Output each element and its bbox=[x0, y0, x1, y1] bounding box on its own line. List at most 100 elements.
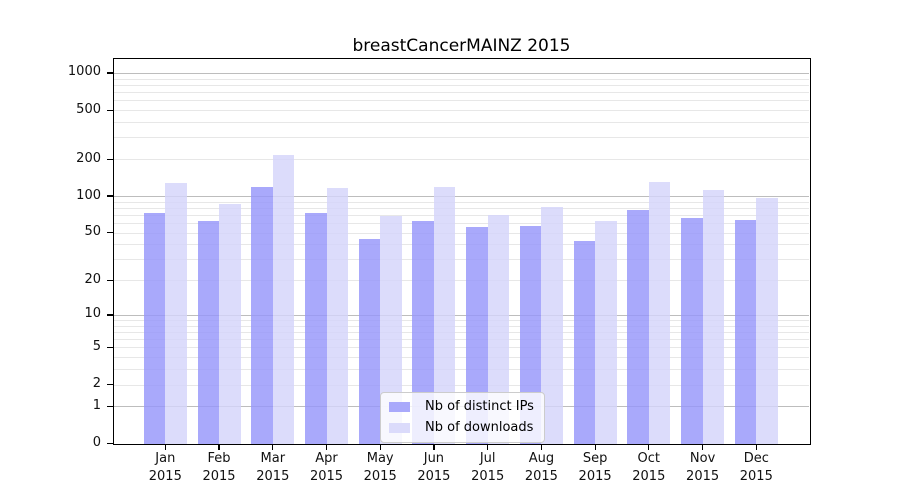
x-axis-label-jun: Jun 2015 bbox=[417, 451, 451, 484]
gridline-minor bbox=[114, 332, 809, 333]
y-axis-tick bbox=[106, 232, 113, 234]
bar-nov-distinct-ips bbox=[681, 218, 703, 444]
gridline-minor bbox=[114, 259, 809, 261]
bar-jun-downloads bbox=[433, 187, 456, 444]
bar-aug-downloads bbox=[541, 207, 563, 444]
x-axis-tick bbox=[379, 445, 381, 450]
x-axis-label-jan: Jan 2015 bbox=[148, 451, 182, 484]
y-axis-label: 100 bbox=[76, 187, 101, 203]
legend-swatch-distinct-ips bbox=[389, 401, 410, 412]
gridline-major bbox=[114, 314, 809, 316]
y-axis-label: 200 bbox=[76, 150, 101, 166]
gridline-minor bbox=[114, 357, 809, 359]
gridline-minor bbox=[114, 214, 809, 216]
y-axis-tick bbox=[106, 405, 113, 407]
chart-title: breastCancerMAINZ 2015 bbox=[352, 36, 571, 56]
x-axis-tick bbox=[755, 445, 757, 450]
x-axis-label-nov: Nov 2015 bbox=[686, 451, 720, 484]
bar-jan-downloads bbox=[165, 182, 187, 444]
y-axis-tick bbox=[106, 346, 113, 349]
bar-sep-downloads bbox=[595, 221, 617, 444]
x-axis-label-feb: Feb 2015 bbox=[202, 451, 236, 484]
x-axis-tick bbox=[325, 445, 328, 450]
y-axis-label: 500 bbox=[76, 101, 101, 117]
gridline-minor bbox=[114, 207, 809, 209]
gridline-major bbox=[114, 196, 809, 197]
bar-dec-distinct-ips bbox=[734, 219, 757, 444]
gridline-minor bbox=[114, 201, 809, 203]
gridline-minor bbox=[114, 369, 809, 371]
bar-dec-downloads bbox=[756, 197, 778, 444]
bar-aug-distinct-ips bbox=[519, 225, 542, 444]
bar-mar-distinct-ips bbox=[251, 187, 273, 444]
y-axis-label: 0 bbox=[92, 435, 101, 450]
y-axis-label: 2 bbox=[92, 376, 101, 392]
gridline-minor bbox=[114, 384, 809, 386]
gridline-minor bbox=[114, 159, 809, 161]
bar-jun-distinct-ips bbox=[412, 221, 434, 444]
legend-item-downloads: Nb of downloads bbox=[389, 419, 534, 436]
y-axis-tick bbox=[106, 158, 113, 160]
x-axis-label-dec: Dec 2015 bbox=[739, 451, 773, 484]
legend-label-downloads: Nb of downloads bbox=[425, 420, 534, 435]
gridline-minor bbox=[114, 137, 809, 139]
x-axis-tick bbox=[594, 445, 596, 450]
y-axis-label: 10 bbox=[84, 306, 101, 322]
legend: Nb of distinct IPs Nb of downloads bbox=[380, 392, 545, 443]
gridline-minor bbox=[114, 84, 809, 86]
y-axis-tick bbox=[106, 314, 113, 316]
gridline-minor bbox=[114, 347, 809, 349]
gridline-minor bbox=[114, 122, 809, 123]
x-axis-tick bbox=[487, 445, 489, 450]
y-axis-label: 50 bbox=[84, 224, 101, 240]
bar-jul-downloads bbox=[487, 214, 510, 444]
x-axis-tick bbox=[648, 445, 650, 450]
bar-jul-distinct-ips bbox=[466, 226, 488, 444]
x-axis-label-jul: Jul 2015 bbox=[471, 451, 505, 484]
y-axis-label: 5 bbox=[92, 338, 101, 354]
gridline-minor bbox=[114, 280, 809, 282]
gridline-minor bbox=[114, 223, 809, 224]
x-axis-tick bbox=[272, 445, 274, 450]
x-axis-label-oct: Oct 2015 bbox=[632, 451, 666, 484]
x-axis-label-aug: Aug 2015 bbox=[524, 451, 558, 484]
x-axis-tick bbox=[433, 445, 435, 450]
gridline-minor bbox=[114, 339, 809, 341]
y-axis-tick bbox=[106, 384, 113, 386]
gridline-minor bbox=[114, 325, 809, 327]
y-axis-label: 20 bbox=[84, 271, 101, 287]
gridline-minor bbox=[114, 110, 809, 112]
legend-item-distinct-ips: Nb of distinct IPs bbox=[389, 398, 534, 415]
gridline-minor bbox=[114, 320, 809, 321]
bar-apr-downloads bbox=[326, 187, 348, 444]
gridline-minor bbox=[114, 232, 809, 234]
x-axis-tick bbox=[540, 445, 543, 450]
bar-oct-distinct-ips bbox=[627, 209, 649, 444]
y-axis-tick bbox=[106, 109, 113, 111]
bar-may-downloads bbox=[380, 215, 402, 444]
x-axis-label-may: May 2015 bbox=[363, 451, 397, 484]
x-axis-label-mar: Mar 2015 bbox=[256, 451, 290, 484]
bar-feb-downloads bbox=[219, 204, 241, 444]
legend-swatch-downloads bbox=[389, 422, 410, 433]
bar-sep-distinct-ips bbox=[573, 240, 596, 444]
plot-area bbox=[106, 57, 811, 450]
gridline-minor bbox=[114, 92, 809, 94]
x-axis-tick bbox=[702, 445, 704, 450]
y-axis-label: 1000 bbox=[67, 64, 101, 80]
gridline-minor bbox=[114, 100, 809, 102]
legend-label-distinct-ips: Nb of distinct IPs bbox=[425, 399, 534, 414]
x-axis-label-apr: Apr 2015 bbox=[309, 451, 344, 484]
bar-nov-downloads bbox=[702, 189, 725, 444]
y-axis-tick bbox=[106, 279, 113, 281]
bar-apr-distinct-ips bbox=[305, 213, 327, 444]
gridline-minor bbox=[114, 244, 809, 246]
x-axis-label-sep: Sep 2015 bbox=[578, 451, 612, 484]
y-axis-tick bbox=[106, 72, 113, 74]
y-axis-label: 1 bbox=[92, 397, 101, 413]
gridline-major bbox=[114, 72, 809, 74]
y-axis-tick bbox=[106, 442, 113, 445]
bar-feb-distinct-ips bbox=[197, 221, 219, 444]
bar-mar-downloads bbox=[272, 155, 295, 444]
